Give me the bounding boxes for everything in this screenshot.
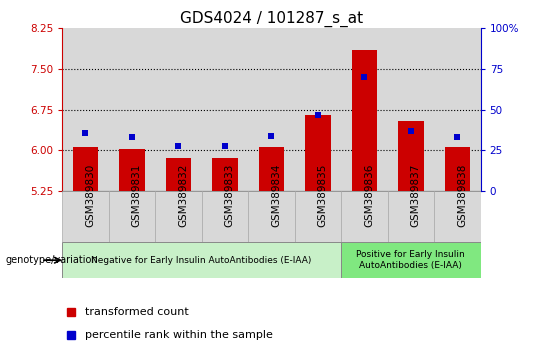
Point xyxy=(174,143,183,148)
Bar xyxy=(305,115,330,191)
Point xyxy=(407,128,415,134)
FancyBboxPatch shape xyxy=(341,242,481,278)
FancyBboxPatch shape xyxy=(155,191,201,242)
Text: GSM389832: GSM389832 xyxy=(178,164,188,227)
Bar xyxy=(398,121,424,191)
Bar xyxy=(109,28,155,191)
Bar xyxy=(295,28,341,191)
Text: GSM389834: GSM389834 xyxy=(272,164,281,227)
Bar xyxy=(119,149,145,191)
Text: GSM389830: GSM389830 xyxy=(85,164,96,227)
Text: GSM389831: GSM389831 xyxy=(132,164,142,227)
Point xyxy=(127,135,136,140)
Bar xyxy=(72,147,98,191)
FancyBboxPatch shape xyxy=(109,191,155,242)
Bar xyxy=(155,28,201,191)
Text: GSM389835: GSM389835 xyxy=(318,164,328,227)
Text: Positive for Early Insulin
AutoAntibodies (E-IAA): Positive for Early Insulin AutoAntibodie… xyxy=(356,251,465,270)
Point xyxy=(81,130,90,135)
Text: Negative for Early Insulin AutoAntibodies (E-IAA): Negative for Early Insulin AutoAntibodie… xyxy=(91,256,312,265)
FancyBboxPatch shape xyxy=(62,191,109,242)
Bar xyxy=(259,147,284,191)
Bar xyxy=(248,28,295,191)
Bar xyxy=(166,158,191,191)
Bar xyxy=(201,28,248,191)
FancyBboxPatch shape xyxy=(295,191,341,242)
Bar xyxy=(434,28,481,191)
FancyBboxPatch shape xyxy=(201,191,248,242)
FancyBboxPatch shape xyxy=(341,191,388,242)
Text: transformed count: transformed count xyxy=(85,307,189,318)
Bar xyxy=(341,28,388,191)
Title: GDS4024 / 101287_s_at: GDS4024 / 101287_s_at xyxy=(180,11,363,27)
Bar xyxy=(444,147,470,191)
Text: GSM389838: GSM389838 xyxy=(457,164,467,227)
Point xyxy=(267,133,276,139)
Point xyxy=(453,135,462,140)
Text: GSM389833: GSM389833 xyxy=(225,164,235,227)
Text: GSM389836: GSM389836 xyxy=(364,164,374,227)
Bar xyxy=(212,158,238,191)
Bar xyxy=(62,28,109,191)
Text: genotype/variation: genotype/variation xyxy=(5,255,98,265)
FancyBboxPatch shape xyxy=(388,191,434,242)
Text: GSM389837: GSM389837 xyxy=(411,164,421,227)
Point xyxy=(314,112,322,118)
Bar xyxy=(352,50,377,191)
Point xyxy=(220,143,229,148)
FancyBboxPatch shape xyxy=(434,191,481,242)
Point xyxy=(360,74,369,80)
Text: percentile rank within the sample: percentile rank within the sample xyxy=(85,330,273,341)
Bar xyxy=(388,28,434,191)
FancyBboxPatch shape xyxy=(248,191,295,242)
FancyBboxPatch shape xyxy=(62,242,341,278)
